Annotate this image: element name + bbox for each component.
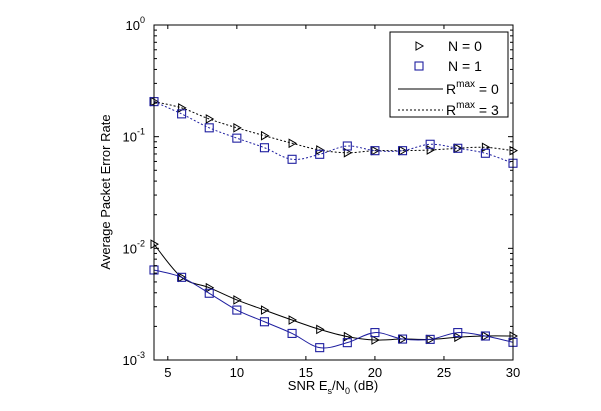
x-tick-label: 5	[164, 365, 171, 380]
data-point-square	[177, 109, 187, 119]
data-point-square	[232, 305, 242, 315]
y-tick-label: 100	[126, 15, 145, 33]
legend: N = 0 N = 1 Rmax = 0 Rmax = 3	[389, 31, 509, 118]
data-point-triangle	[288, 315, 298, 325]
legend-label: N = 0	[448, 38, 482, 54]
legend-item: Rmax = 3	[398, 100, 499, 118]
legend-items: N = 0 N = 1 Rmax = 0 Rmax = 3	[398, 38, 499, 118]
data-point-square	[287, 154, 297, 164]
data-point-triangle	[288, 138, 298, 149]
series-1	[149, 97, 518, 168]
legend-label: Rmax = 0	[446, 79, 499, 97]
series-3	[149, 265, 518, 353]
x-axis-title-mid: /N	[332, 378, 345, 393]
data-point-square	[259, 317, 270, 327]
x-axis-title-tail: (dB)	[350, 378, 378, 393]
data-point-triangle	[178, 272, 187, 283]
series-layer	[149, 96, 519, 353]
data-point-square	[315, 343, 325, 353]
axes-box	[153, 24, 514, 361]
x-tick-label: 30	[506, 365, 520, 380]
y-axis-title: Average Packet Error Rate	[98, 114, 113, 269]
data-point-triangle	[316, 324, 325, 335]
data-point-square	[370, 146, 380, 156]
x-axis-title-sub1: s	[328, 386, 333, 396]
x-axis-title-sub2: 0	[345, 386, 350, 396]
x-tick-label: 15	[299, 365, 313, 380]
data-point-square	[397, 334, 408, 344]
legend-label: N = 1	[448, 58, 482, 74]
x-tick-label: 10	[230, 365, 244, 380]
data-point-square	[342, 141, 352, 151]
data-point-triangle	[343, 147, 353, 158]
x-tick-label: 20	[368, 365, 382, 380]
x-axis-title: SNR Es/N0 (dB)	[288, 378, 378, 396]
series-line	[153, 101, 514, 164]
y-tick-label: 10-3	[123, 350, 145, 368]
x-axis-title-main: SNR E	[288, 378, 328, 393]
data-point-square	[480, 331, 490, 341]
legend-item: N = 0	[415, 38, 482, 54]
series-2	[150, 239, 519, 345]
legend-item: N = 1	[414, 58, 482, 74]
data-point-square	[453, 143, 463, 153]
data-point-square	[315, 149, 325, 159]
data-point-square	[480, 148, 490, 158]
data-point-square	[287, 328, 297, 338]
data-point-square	[204, 288, 214, 298]
x-tick-label: 25	[437, 365, 451, 380]
legend-box	[389, 31, 509, 118]
data-point-square	[425, 139, 435, 149]
data-point-square	[425, 334, 435, 344]
legend-square-marker	[414, 61, 424, 71]
series-line	[153, 269, 514, 349]
data-point-square	[259, 143, 270, 153]
data-point-triangle	[260, 130, 270, 141]
data-point-triangle	[481, 331, 491, 341]
data-point-square	[232, 133, 242, 143]
y-tick-label: 10-1	[123, 127, 145, 145]
legend-item: Rmax = 0	[398, 79, 499, 97]
data-point-triangle	[233, 295, 242, 305]
data-point-triangle	[454, 332, 463, 343]
data-point-square	[453, 328, 463, 338]
data-point-square	[177, 272, 187, 282]
data-point-triangle	[260, 305, 270, 315]
axes-layer	[153, 24, 514, 361]
ticks-layer: 5 10 15 20 25 30 100 10-1 10-2 10-3	[123, 15, 521, 380]
data-point-triangle	[205, 114, 215, 124]
data-point-triangle	[399, 334, 408, 344]
legend-triangle-marker	[415, 41, 425, 51]
data-point-square	[370, 328, 380, 338]
data-point-triangle	[371, 335, 380, 345]
data-point-square	[342, 338, 352, 348]
data-point-triangle	[399, 145, 408, 156]
data-point-square	[204, 123, 214, 133]
data-point-triangle	[233, 122, 242, 133]
legend-label: Rmax = 3	[446, 100, 499, 118]
y-tick-label: 10-2	[123, 238, 145, 256]
data-point-triangle	[454, 143, 463, 154]
data-point-square	[397, 146, 408, 156]
